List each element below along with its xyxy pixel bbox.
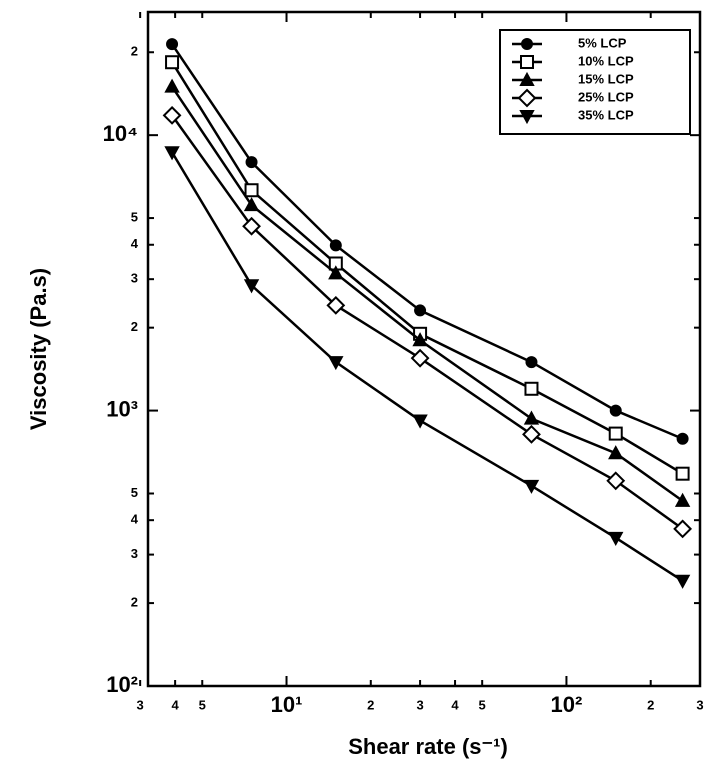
- series-line: [171, 85, 684, 502]
- data-point: [329, 239, 342, 252]
- y-tick-label: 10⁴: [103, 121, 138, 146]
- legend-label: 5% LCP: [578, 35, 627, 50]
- x-tick-label: 2: [367, 697, 374, 712]
- x-tick-label: 10¹: [271, 692, 303, 717]
- y-tick-label: 3: [131, 546, 138, 561]
- data-point: [245, 156, 258, 169]
- legend-marker: [519, 71, 535, 86]
- y-tick-label: 5: [131, 210, 138, 225]
- x-tick-label: 3: [696, 697, 703, 712]
- y-axis-label: Viscosity (Pa.s): [26, 268, 51, 430]
- y-tick-label: 2: [131, 595, 138, 610]
- data-point: [243, 279, 260, 294]
- data-point: [412, 414, 428, 429]
- data-point: [164, 78, 180, 93]
- data-point: [328, 265, 344, 280]
- data-point: [608, 531, 624, 546]
- y-tick-label: 4: [131, 512, 139, 527]
- legend-marker: [521, 38, 533, 50]
- x-tick-label: 3: [416, 697, 423, 712]
- legend-marker: [519, 110, 535, 125]
- x-tick-label: 5: [479, 697, 486, 712]
- legend-marker: [520, 55, 534, 69]
- plot-frame: [146, 10, 702, 688]
- data-point: [414, 304, 427, 317]
- data-point: [608, 445, 624, 460]
- y-tick-label: 2: [131, 319, 138, 334]
- data-point: [675, 466, 690, 481]
- y-tick-label: 4: [131, 236, 139, 251]
- data-point: [242, 216, 261, 236]
- data-point: [162, 105, 182, 125]
- data-point: [606, 471, 626, 491]
- data-point: [523, 479, 540, 494]
- data-point: [673, 519, 693, 539]
- series-line: [171, 114, 684, 530]
- data-point: [328, 356, 344, 371]
- data-point: [522, 424, 541, 444]
- x-tick-label: 10²: [551, 692, 583, 717]
- data-point: [412, 332, 428, 347]
- data-point: [165, 55, 180, 70]
- legend-label: 35% LCP: [578, 107, 634, 122]
- data-point: [243, 197, 260, 212]
- legend-label: 25% LCP: [578, 89, 634, 104]
- y-tick-label: 3: [131, 271, 138, 286]
- data-point: [326, 295, 346, 315]
- data-point: [410, 348, 430, 368]
- y-tick-label: 10³: [106, 396, 138, 421]
- data-point: [164, 146, 180, 161]
- x-tick-label: 4: [451, 697, 459, 712]
- data-point: [608, 426, 623, 441]
- y-tick-label: 2: [131, 44, 138, 59]
- data-point: [609, 404, 622, 417]
- x-tick-label: 5: [199, 697, 206, 712]
- y-tick-label: 10²: [106, 672, 138, 697]
- legend-label: 10% LCP: [578, 53, 634, 68]
- x-axis-label: Shear rate (s⁻¹): [348, 734, 508, 759]
- data-point: [674, 574, 691, 589]
- x-tick-label: 2: [647, 697, 654, 712]
- data-point: [523, 410, 540, 425]
- x-tick-label: 4: [172, 697, 180, 712]
- data-point: [674, 492, 691, 507]
- data-point: [524, 381, 539, 396]
- legend-label: 15% LCP: [578, 71, 634, 86]
- x-tick-label: 3: [137, 697, 144, 712]
- data-point: [676, 432, 689, 445]
- series-line: [170, 151, 684, 582]
- data-point: [525, 356, 538, 369]
- data-point: [244, 183, 259, 198]
- legend-marker: [517, 88, 537, 108]
- y-tick-label: 5: [131, 485, 138, 500]
- data-point: [166, 38, 179, 51]
